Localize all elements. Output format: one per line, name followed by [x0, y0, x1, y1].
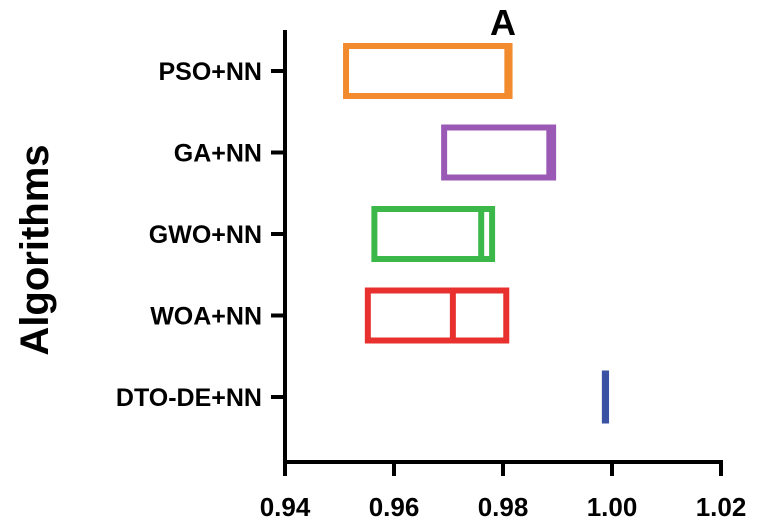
y-category-label: GWO+NN [149, 221, 262, 249]
y-category-label: WOA+NN [150, 303, 262, 331]
box-dto-de-nn [601, 370, 610, 424]
box-gwo-nn [371, 206, 496, 262]
y-axis-label: Algorithms [13, 144, 57, 355]
chart-title: A [490, 2, 516, 43]
box-ga-nn [441, 124, 557, 181]
x-tick-label: 1.00 [587, 492, 638, 522]
x-tick-label: 0.98 [478, 492, 529, 522]
y-category-label: DTO-DE+NN [116, 384, 262, 412]
x-tick-label: 0.96 [369, 492, 420, 522]
box-woa-nn [364, 287, 510, 344]
x-tick-label: 1.02 [696, 492, 747, 522]
box-pso-nn [343, 43, 513, 99]
y-category-label: PSO+NN [158, 58, 262, 86]
y-category-label: GA+NN [174, 140, 262, 168]
x-tick-label: 0.94 [260, 492, 311, 522]
